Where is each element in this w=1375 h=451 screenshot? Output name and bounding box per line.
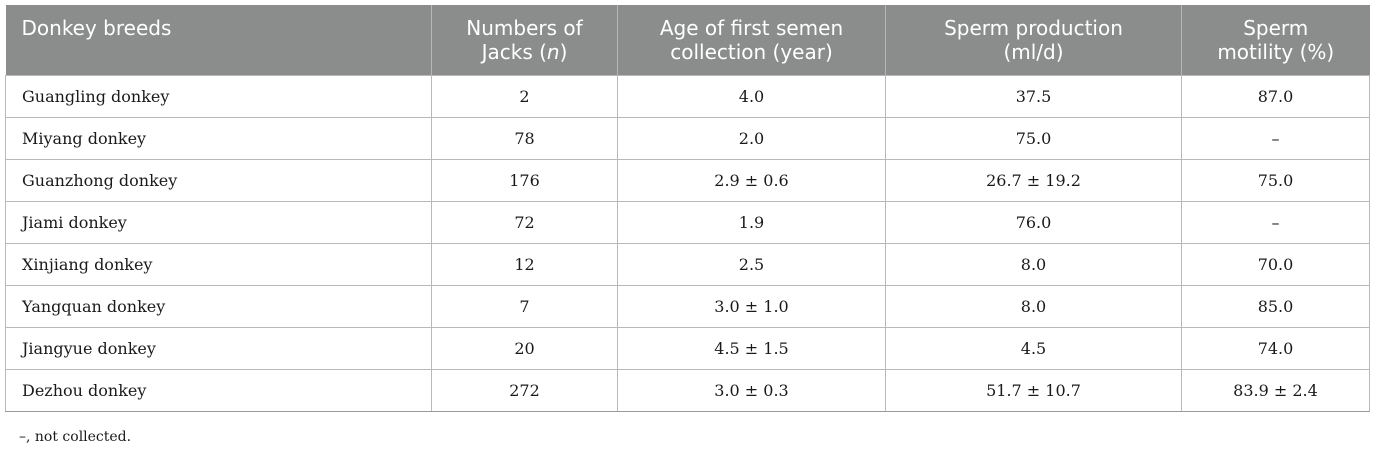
cell-breed: Guangling donkey <box>5 74 432 118</box>
cell-sperm-motility: 74.0 <box>1181 326 1370 370</box>
cell-sperm-production: 8.0 <box>885 284 1182 328</box>
cell-jacks: 7 <box>431 284 618 328</box>
header-label-line2: collection (year) <box>670 39 833 64</box>
header-age-first-collection: Age of first semen collection (year) <box>617 5 886 75</box>
table-row: Jiangyue donkey 20 4.5 ± 1.5 4.5 74.0 <box>5 326 1370 370</box>
table-row: Jiami donkey 72 1.9 76.0 – <box>5 200 1370 244</box>
cell-jacks: 78 <box>431 116 618 160</box>
cell-breed: Xinjiang donkey <box>5 242 432 286</box>
cell-age: 3.0 ± 0.3 <box>617 368 886 412</box>
cell-sperm-motility: 75.0 <box>1181 158 1370 202</box>
cell-breed: Jiami donkey <box>5 200 432 244</box>
cell-breed: Yangquan donkey <box>5 284 432 328</box>
cell-age: 1.9 <box>617 200 886 244</box>
cell-age: 2.5 <box>617 242 886 286</box>
cell-sperm-production: 8.0 <box>885 242 1182 286</box>
cell-sperm-production: 75.0 <box>885 116 1182 160</box>
donkey-breeds-table: Donkey breeds Numbers of Jacks (n) Age o… <box>5 5 1370 412</box>
cell-jacks: 20 <box>431 326 618 370</box>
header-italic-n: n <box>546 39 560 64</box>
cell-sperm-production: 37.5 <box>885 74 1182 118</box>
header-label-line1: Age of first semen <box>659 15 844 40</box>
table-row: Guanzhong donkey 176 2.9 ± 0.6 26.7 ± 19… <box>5 158 1370 202</box>
table-row: Yangquan donkey 7 3.0 ± 1.0 8.0 85.0 <box>5 284 1370 328</box>
header-label-line1: Sperm <box>1243 15 1309 40</box>
cell-jacks: 72 <box>431 200 618 244</box>
cell-sperm-production: 4.5 <box>885 326 1182 370</box>
cell-jacks: 2 <box>431 74 618 118</box>
cell-age: 3.0 ± 1.0 <box>617 284 886 328</box>
cell-age: 4.0 <box>617 74 886 118</box>
cell-sperm-production: 51.7 ± 10.7 <box>885 368 1182 412</box>
header-sperm-motility: Sperm motility (%) <box>1181 5 1370 75</box>
cell-breed: Jiangyue donkey <box>5 326 432 370</box>
cell-age: 2.9 ± 0.6 <box>617 158 886 202</box>
table-row: Miyang donkey 78 2.0 75.0 – <box>5 116 1370 160</box>
header-label-line1: Numbers of <box>466 15 583 40</box>
cell-sperm-motility: 85.0 <box>1181 284 1370 328</box>
header-sperm-production: Sperm production (ml/d) <box>885 5 1182 75</box>
cell-jacks: 176 <box>431 158 618 202</box>
cell-age: 4.5 ± 1.5 <box>617 326 886 370</box>
header-label: Donkey breeds <box>21 16 172 40</box>
cell-breed: Dezhou donkey <box>5 368 432 412</box>
cell-breed: Guanzhong donkey <box>5 158 432 202</box>
header-label-line1: Sperm production <box>944 15 1123 40</box>
table-row: Guangling donkey 2 4.0 37.5 87.0 <box>5 74 1370 118</box>
header-label-close: ) <box>559 39 568 64</box>
table-header-row: Donkey breeds Numbers of Jacks (n) Age o… <box>5 5 1370 75</box>
cell-jacks: 12 <box>431 242 618 286</box>
header-number-of-jacks: Numbers of Jacks (n) <box>431 5 618 75</box>
header-label-line2: (ml/d) <box>1003 39 1064 64</box>
cell-breed: Miyang donkey <box>5 116 432 160</box>
table-footnote: –, not collected. <box>19 429 132 445</box>
header-label-line2: Jacks ( <box>481 39 547 64</box>
cell-jacks: 272 <box>431 368 618 412</box>
table-row: Xinjiang donkey 12 2.5 8.0 70.0 <box>5 242 1370 286</box>
cell-sperm-motility: 87.0 <box>1181 74 1370 118</box>
cell-age: 2.0 <box>617 116 886 160</box>
cell-sperm-motility: 83.9 ± 2.4 <box>1181 368 1370 412</box>
header-donkey-breeds: Donkey breeds <box>5 5 432 75</box>
cell-sperm-motility: 70.0 <box>1181 242 1370 286</box>
cell-sperm-production: 26.7 ± 19.2 <box>885 158 1182 202</box>
table-row: Dezhou donkey 272 3.0 ± 0.3 51.7 ± 10.7 … <box>5 368 1370 412</box>
cell-sperm-motility: – <box>1181 200 1370 244</box>
cell-sperm-production: 76.0 <box>885 200 1182 244</box>
header-label-line2: motility (%) <box>1217 39 1335 64</box>
cell-sperm-motility: – <box>1181 116 1370 160</box>
